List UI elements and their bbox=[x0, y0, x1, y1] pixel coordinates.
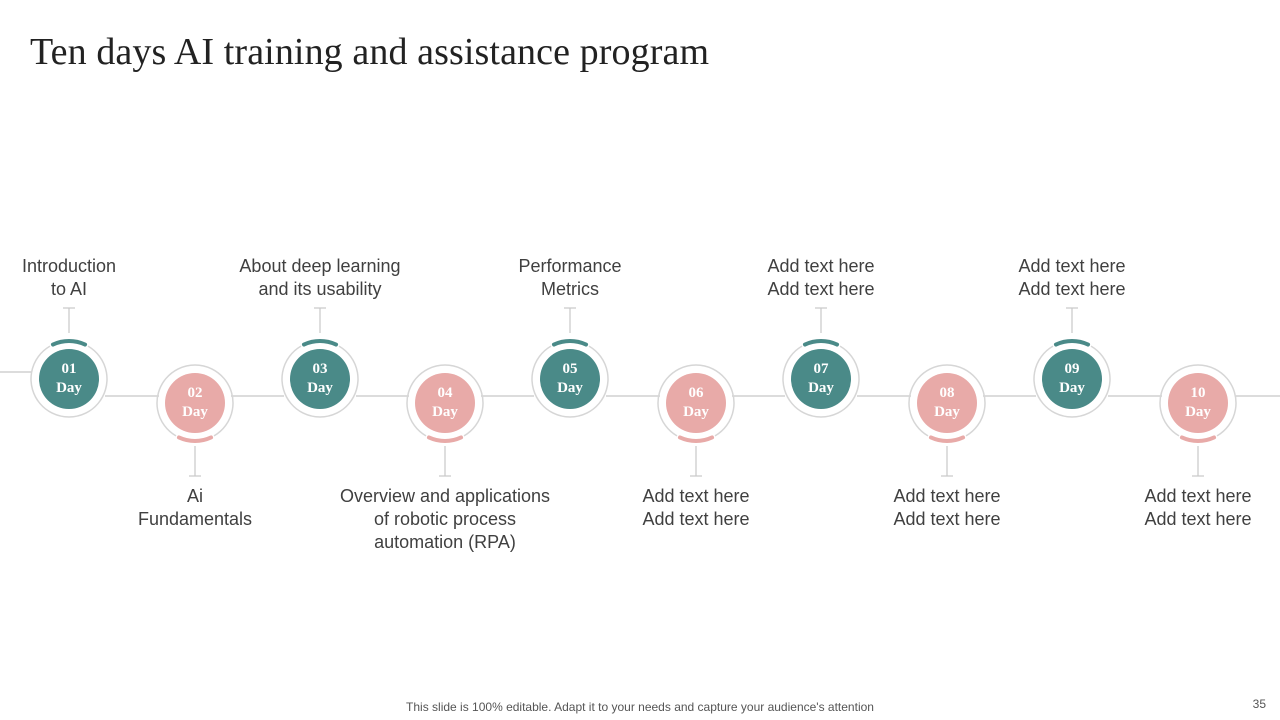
day-accent-arc bbox=[426, 435, 464, 443]
day-unit: Day bbox=[683, 404, 709, 420]
day-number: 01 bbox=[61, 361, 77, 377]
day-label-03: About deep learning and its usability bbox=[239, 256, 401, 299]
day-unit: Day bbox=[432, 404, 458, 420]
day-number: 02 bbox=[187, 385, 203, 401]
day-number: 03 bbox=[312, 361, 328, 377]
day-unit: Day bbox=[1059, 380, 1085, 396]
day-accent-arc bbox=[677, 435, 715, 443]
day-ring bbox=[406, 364, 484, 437]
day-accent-arc bbox=[1179, 435, 1217, 443]
day-label-10: Add text here Add text here bbox=[1144, 486, 1252, 529]
day-badge-08: 08 Day bbox=[917, 373, 977, 433]
day-badge-01: 01 Day bbox=[39, 349, 99, 409]
day-number: 09 bbox=[1064, 361, 1080, 377]
day-accent-arc bbox=[50, 339, 88, 347]
day-unit: Day bbox=[56, 380, 82, 396]
day-badge-06: 06 Day bbox=[666, 373, 726, 433]
day-badge-05: 05 Day bbox=[540, 349, 600, 409]
day-ring bbox=[531, 345, 609, 418]
day-badge-03: 03 Day bbox=[290, 349, 350, 409]
day-accent-arc bbox=[301, 339, 339, 347]
day-badge-09: 09 Day bbox=[1042, 349, 1102, 409]
day-unit: Day bbox=[307, 380, 333, 396]
day-ring bbox=[782, 345, 860, 418]
day-ring bbox=[1159, 364, 1237, 437]
day-number: 06 bbox=[688, 385, 704, 401]
day-label-08: Add text here Add text here bbox=[893, 486, 1001, 529]
day-ring bbox=[908, 364, 986, 437]
day-accent-arc bbox=[802, 339, 840, 347]
day-accent-arc bbox=[551, 339, 589, 347]
day-number: 07 bbox=[813, 361, 829, 377]
day-badge-07: 07 Day bbox=[791, 349, 851, 409]
day-unit: Day bbox=[1185, 404, 1211, 420]
day-label-06: Add text here Add text here bbox=[642, 486, 750, 529]
day-label-05: Performance Metrics bbox=[518, 256, 622, 299]
day-number: 08 bbox=[939, 385, 955, 401]
day-ring bbox=[1033, 345, 1111, 418]
footer-note: This slide is 100% editable. Adapt it to… bbox=[406, 700, 874, 714]
day-accent-arc bbox=[1053, 339, 1091, 347]
slide-title: Ten days AI training and assistance prog… bbox=[30, 31, 710, 73]
day-badge-02: 02 Day bbox=[165, 373, 225, 433]
day-accent-arc bbox=[928, 435, 966, 443]
day-label-02: Ai Fundamentals bbox=[137, 486, 253, 529]
page-number: 35 bbox=[1252, 697, 1266, 711]
day-number: 05 bbox=[562, 361, 578, 377]
day-ring bbox=[30, 345, 108, 418]
day-ring bbox=[156, 364, 234, 437]
day-label-07: Add text here Add text here bbox=[767, 256, 875, 299]
day-badge-10: 10 Day bbox=[1168, 373, 1228, 433]
day-ring bbox=[281, 345, 359, 418]
day-number: 04 bbox=[437, 385, 453, 401]
day-unit: Day bbox=[934, 404, 960, 420]
day-unit: Day bbox=[808, 380, 834, 396]
day-unit: Day bbox=[557, 380, 583, 396]
day-ring bbox=[657, 364, 735, 437]
day-badge-04: 04 Day bbox=[415, 373, 475, 433]
day-accent-arc bbox=[176, 435, 214, 443]
day-label-09: Add text here Add text here bbox=[1018, 256, 1126, 299]
day-label-01: Introduction to AI bbox=[21, 256, 117, 299]
day-number: 10 bbox=[1190, 385, 1206, 401]
day-label-04: Overview and applications of robotic pro… bbox=[339, 486, 551, 552]
day-unit: Day bbox=[182, 404, 208, 420]
